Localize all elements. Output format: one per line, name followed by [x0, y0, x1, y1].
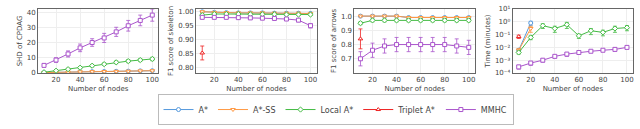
svg-text:80: 80 [124, 76, 133, 84]
svg-text:10: 10 [27, 54, 36, 62]
svg-text:40: 40 [234, 76, 243, 84]
svg-text:F1 score of arrows: F1 score of arrows [330, 9, 338, 73]
svg-text:MMHC: MMHC [481, 106, 507, 115]
svg-text:10⁻⁴: 10⁻⁴ [495, 69, 511, 77]
svg-text:0.80: 0.80 [178, 64, 194, 72]
svg-text:10¹: 10¹ [499, 5, 511, 13]
svg-text:40: 40 [76, 76, 85, 84]
svg-text:1.00: 1.00 [178, 8, 194, 16]
svg-text:A*-SS: A*-SS [253, 106, 276, 115]
svg-text:0.95: 0.95 [178, 22, 194, 30]
svg-text:10⁰: 10⁰ [499, 18, 511, 26]
svg-text:80: 80 [440, 76, 449, 84]
svg-text:Time (minutes): Time (minutes) [484, 14, 492, 68]
svg-text:20: 20 [526, 76, 535, 84]
svg-text:20: 20 [27, 39, 36, 47]
svg-text:10⁻²: 10⁻² [495, 44, 511, 52]
svg-text:80: 80 [598, 76, 607, 84]
svg-text:100: 100 [462, 76, 475, 84]
svg-text:SHD of CPDAG: SHD of CPDAG [16, 16, 24, 67]
svg-text:0.7: 0.7 [341, 55, 352, 63]
svg-text:30: 30 [27, 24, 36, 32]
svg-text:20: 20 [368, 76, 377, 84]
svg-text:100: 100 [304, 76, 317, 84]
svg-text:Triplet A*: Triplet A* [397, 106, 435, 115]
svg-text:20: 20 [210, 76, 219, 84]
svg-text:Number of nodes: Number of nodes [68, 85, 129, 93]
svg-text:10⁻³: 10⁻³ [495, 57, 511, 65]
svg-text:100: 100 [146, 76, 159, 84]
svg-text:100: 100 [620, 76, 633, 84]
svg-text:1.0: 1.0 [341, 13, 352, 21]
svg-text:60: 60 [574, 76, 583, 84]
svg-text:Local A*: Local A* [321, 106, 354, 115]
svg-text:40: 40 [27, 9, 36, 17]
svg-text:60: 60 [416, 76, 425, 84]
svg-text:Number of nodes: Number of nodes [543, 85, 604, 93]
svg-text:40: 40 [392, 76, 401, 84]
svg-text:0.90: 0.90 [178, 36, 194, 44]
svg-text:60: 60 [258, 76, 267, 84]
svg-text:A*: A* [199, 106, 208, 115]
svg-text:F1 score of skeleton: F1 score of skeleton [167, 6, 175, 76]
svg-text:0.8: 0.8 [341, 41, 352, 49]
svg-text:60: 60 [100, 76, 109, 84]
svg-text:40: 40 [550, 76, 559, 84]
svg-text:20: 20 [52, 76, 61, 84]
svg-text:10⁻¹: 10⁻¹ [495, 31, 511, 39]
svg-text:Number of nodes: Number of nodes [384, 85, 445, 93]
svg-text:0: 0 [31, 69, 35, 77]
svg-text:0.85: 0.85 [178, 50, 194, 58]
svg-text:80: 80 [282, 76, 291, 84]
svg-text:Number of nodes: Number of nodes [226, 85, 287, 93]
svg-text:0.9: 0.9 [341, 27, 352, 35]
